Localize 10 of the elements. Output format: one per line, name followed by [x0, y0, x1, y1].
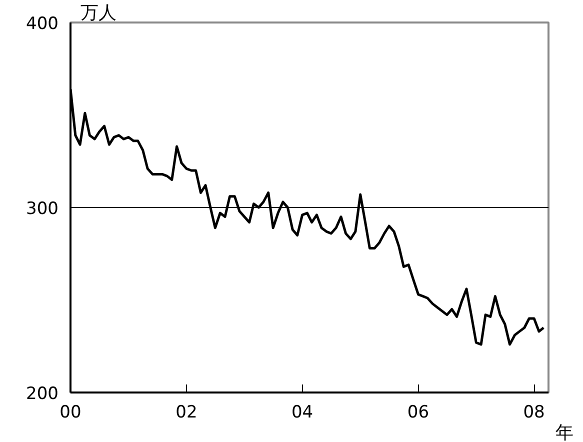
- y-tick-label: 200: [26, 384, 59, 404]
- y-tick-label: 400: [26, 14, 59, 34]
- x-axis-title: 年: [556, 422, 574, 442]
- x-tick-label: 06: [407, 402, 430, 422]
- x-tick-label: 08: [523, 402, 545, 422]
- x-tick-label: 04: [291, 402, 314, 422]
- y-axis-title: 万人: [80, 2, 116, 22]
- x-tick-label: 02: [176, 402, 198, 422]
- y-tick-label: 300: [26, 199, 59, 219]
- x-tick-label: 00: [60, 402, 82, 422]
